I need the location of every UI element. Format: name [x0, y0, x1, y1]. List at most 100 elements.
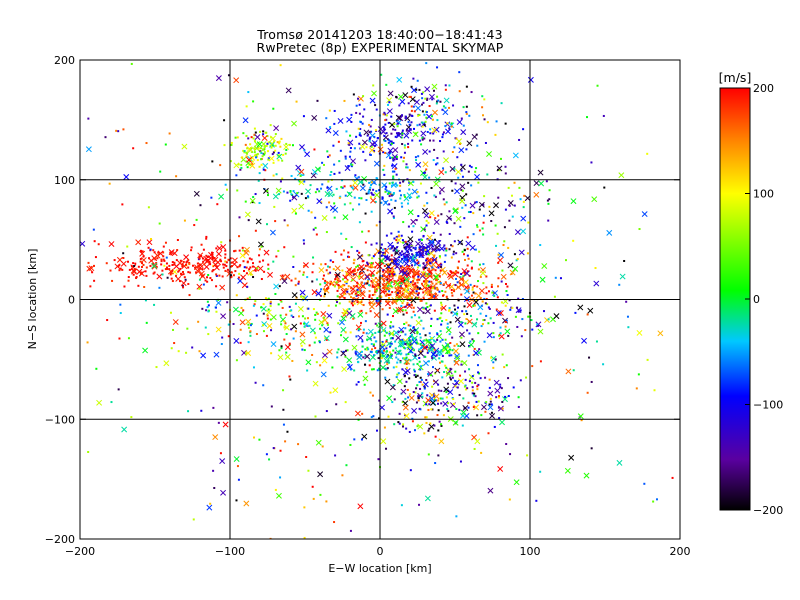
data-point-dot — [372, 354, 375, 357]
data-point-dot — [314, 226, 317, 229]
data-point-dot — [347, 285, 350, 288]
colorbar-tick-label: 0 — [753, 293, 760, 306]
data-point-dot — [488, 205, 491, 208]
data-point-dot — [394, 351, 397, 354]
data-point-dot — [423, 228, 426, 231]
data-point-dot — [106, 319, 109, 322]
data-point-cross — [311, 114, 318, 121]
data-point-dot — [252, 366, 255, 369]
data-point-dot — [251, 265, 254, 268]
data-point-dot — [390, 321, 393, 324]
data-point-dot — [183, 276, 186, 279]
data-point-dot — [423, 386, 426, 389]
data-point-cross — [317, 471, 324, 478]
data-point-dot — [166, 268, 169, 271]
data-point-dot — [198, 350, 201, 353]
data-point-dot — [435, 282, 438, 285]
data-point-dot — [224, 260, 227, 263]
data-point-dot — [402, 277, 405, 280]
data-point-dot — [245, 352, 248, 355]
data-point-dot — [252, 276, 255, 279]
data-point-cross — [257, 265, 264, 272]
data-point-dot — [260, 278, 263, 281]
data-point-dot — [466, 254, 469, 257]
data-point-dot — [374, 277, 377, 280]
data-point-dot — [356, 281, 359, 284]
data-point-dot — [427, 429, 430, 432]
data-point-dot — [395, 155, 398, 158]
data-point-dot — [380, 357, 383, 360]
data-point-dot — [422, 306, 425, 309]
data-point-dot — [389, 258, 392, 261]
data-point-dot — [264, 169, 267, 172]
data-point-dot — [375, 190, 378, 193]
data-point-dot — [402, 425, 405, 428]
data-point-dot — [368, 294, 371, 297]
data-point-dot — [368, 364, 371, 367]
data-point-cross — [445, 370, 452, 377]
data-point-dot — [525, 376, 528, 379]
data-point-dot — [548, 189, 551, 192]
data-point-cross — [459, 341, 466, 348]
data-point-dot — [499, 157, 502, 160]
data-point-dot — [344, 157, 347, 160]
data-point-dot — [483, 340, 486, 343]
data-point-dot — [365, 146, 368, 149]
data-point-dot — [326, 281, 329, 284]
data-point-cross — [405, 294, 412, 300]
data-point-dot — [350, 302, 353, 305]
data-point-dot — [260, 245, 263, 248]
data-point-dot — [336, 289, 339, 292]
data-point-dot — [395, 239, 398, 242]
data-point-dot — [499, 332, 502, 335]
data-point-dot — [546, 199, 549, 202]
data-point-dot — [211, 160, 214, 163]
data-point-dot — [258, 172, 261, 175]
data-point-dot — [390, 198, 393, 201]
data-point-dot — [390, 354, 393, 357]
data-point-cross — [428, 93, 435, 100]
data-point-dot — [400, 265, 403, 268]
data-point-dot — [153, 271, 156, 274]
data-point-cross — [275, 187, 282, 194]
data-point-cross — [394, 263, 401, 270]
data-point-dot — [446, 221, 449, 224]
data-point-dot — [323, 316, 326, 319]
data-point-dot — [220, 241, 223, 244]
data-point-cross — [412, 354, 418, 361]
data-point-dot — [497, 396, 500, 399]
data-point-cross — [323, 335, 330, 342]
data-point-dot — [358, 103, 361, 106]
data-point-dot — [368, 301, 371, 304]
data-point-dot — [430, 115, 433, 118]
data-point-cross — [256, 141, 263, 148]
data-point-dot — [180, 272, 183, 275]
data-point-dot — [485, 286, 488, 289]
data-point-dot — [655, 498, 658, 501]
data-point-dot — [460, 163, 463, 166]
data-point-dot — [413, 127, 416, 130]
data-point-cross — [245, 318, 252, 325]
data-point-dot — [421, 392, 424, 395]
data-point-dot — [403, 322, 406, 325]
data-point-dot — [402, 180, 405, 183]
data-point-dot — [421, 346, 424, 349]
data-point-dot — [392, 268, 395, 271]
data-point-dot — [442, 167, 445, 170]
data-point-dot — [218, 274, 221, 277]
data-point-dot — [382, 168, 385, 171]
data-point-dot — [328, 109, 331, 112]
data-point-dot — [407, 396, 410, 399]
data-point-cross — [402, 92, 409, 99]
data-point-dot — [352, 208, 355, 211]
data-point-dot — [387, 415, 390, 418]
data-point-dot — [504, 395, 507, 398]
data-point-dot — [435, 163, 438, 166]
data-point-dot — [311, 353, 314, 356]
data-point-dot — [127, 260, 130, 263]
data-point-dot — [486, 173, 489, 176]
data-point-dot — [227, 323, 230, 326]
y-axis-label: N−S location [km] — [26, 249, 39, 350]
data-point-dot — [324, 289, 327, 292]
